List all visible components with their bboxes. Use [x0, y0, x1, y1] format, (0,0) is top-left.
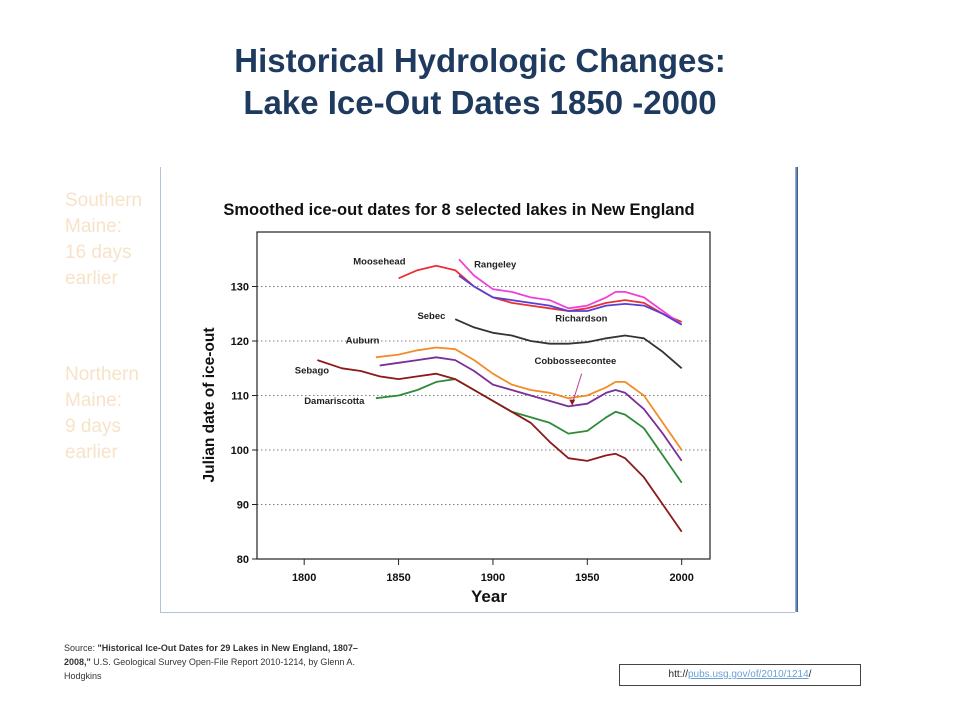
chart-frame: Smoothed ice-out dates for 8 selected la… — [160, 167, 798, 613]
slide-title-line1: Historical Hydrologic Changes: — [234, 42, 726, 79]
x-axis-label: Year — [471, 587, 507, 606]
series-label-sebago: Sebago — [295, 366, 330, 377]
x-tick-label: 1800 — [292, 572, 316, 584]
series-label-cobbosseecontee: Cobbosseecontee — [534, 356, 616, 367]
url-prefix: htt:// — [668, 669, 688, 680]
series-label-auburn: Auburn — [346, 336, 380, 347]
y-tick-label: 110 — [231, 391, 249, 403]
series-line-moosehead — [398, 264, 683, 323]
series-label-richardson: Richardson — [555, 313, 607, 324]
x-tick-label: 2000 — [669, 572, 693, 584]
northern-note-line: Maine: — [65, 390, 123, 411]
southern-maine-note: Southern Maine: 16 days earlier — [65, 188, 195, 292]
x-tick-label: 1950 — [575, 572, 599, 584]
southern-note-line: 16 days — [65, 242, 132, 263]
series-lines — [317, 258, 683, 533]
northern-note-line: earlier — [65, 442, 118, 463]
cobbosseecontee-marker — [569, 399, 576, 406]
y-tick-label: 100 — [231, 445, 249, 457]
series-line-cobbosseecontee — [379, 356, 683, 462]
x-tick-label: 1850 — [386, 572, 410, 584]
slide-title-line2: Lake Ice-Out Dates 1850 -2000 — [243, 84, 717, 121]
southern-note-line: Southern — [65, 190, 143, 211]
series-line-sebec — [454, 318, 683, 369]
northern-note-line: Northern — [65, 364, 139, 385]
source-rest: U.S. Geological Survey Open-File Report … — [64, 657, 355, 681]
url-suffix: / — [808, 669, 812, 680]
y-tick-label: 130 — [231, 282, 249, 294]
series-label-moosehead: Moosehead — [353, 257, 405, 268]
ice-out-chart: Smoothed ice-out dates for 8 selected la… — [201, 201, 711, 606]
x-tick-label: 1900 — [481, 572, 505, 584]
series-line-damariscotta — [375, 378, 683, 484]
series-labels: Moosehead Rangeley Sebec Richardson Auburn Co… — [295, 257, 617, 408]
cobbosseecontee-leader-line — [571, 373, 583, 404]
report-link[interactable]: pubs.usg.gov/of/2010/1214 — [688, 669, 809, 680]
source-title: "Historical Ice-Out Dates for 29 Lakes i… — [64, 643, 358, 667]
southern-note-line: Maine: — [65, 216, 123, 237]
y-axis-label: Julian date of ice-out — [201, 327, 218, 482]
source-note: Source: "Historical Ice-Out Dates for 29… — [64, 641, 364, 683]
y-tick-label: 120 — [231, 336, 249, 348]
series-line-sebago — [317, 359, 683, 533]
series-line-richardson — [458, 274, 683, 326]
northern-note-line: 9 days — [65, 416, 121, 437]
series-line-auburn — [375, 346, 683, 451]
series-label-sebec: Sebec — [417, 311, 445, 322]
slide-title: Historical Hydrologic Changes: Lake Ice-… — [0, 40, 960, 124]
y-tick-label: 90 — [237, 500, 249, 512]
url-box: htt://pubs.usg.gov/of/2010/1214/ — [619, 664, 861, 686]
axis-ticks: 80 90 100 110 120 130 1800 1850 1900 1950 2000 — [231, 282, 694, 585]
northern-maine-note: Northern Maine: 9 days earlier — [65, 362, 195, 466]
chart-title: Smoothed ice-out dates for 8 selected la… — [223, 201, 694, 219]
series-label-damariscotta: Damariscotta — [304, 396, 365, 407]
southern-note-line: earlier — [65, 268, 118, 289]
series-label-rangeley: Rangeley — [474, 259, 517, 270]
gridlines — [257, 286, 710, 505]
source-prefix: Source: — [64, 643, 98, 653]
series-line-rangeley — [458, 258, 683, 326]
y-tick-label: 80 — [237, 554, 249, 566]
